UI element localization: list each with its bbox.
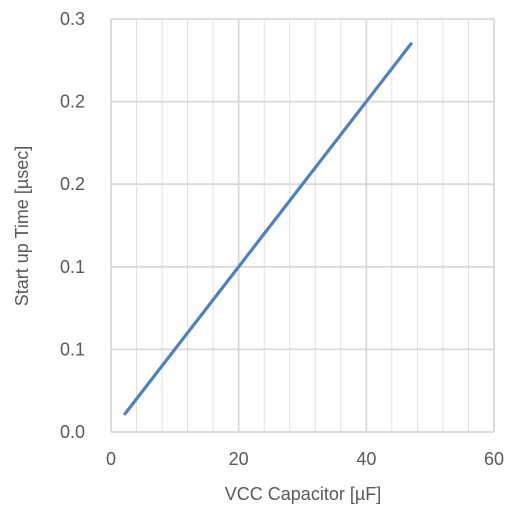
tick-labels: 0.0 0.1 0.1 0.2 0.2 0.3 0 20 40 60 (60, 9, 504, 469)
y-tick-label: 0.1 (60, 339, 85, 359)
x-axis-title: VCC Capacitor [µF] (225, 484, 381, 504)
y-tick-label: 0.2 (60, 92, 85, 112)
x-tick-label: 0 (106, 449, 116, 469)
y-tick-label: 0.0 (60, 422, 85, 442)
y-tick-label: 0.2 (60, 174, 85, 194)
grid (110, 18, 495, 433)
y-tick-label: 0.3 (60, 9, 85, 29)
x-tick-label: 20 (229, 449, 249, 469)
series-line (123, 42, 413, 416)
x-tick-label: 40 (356, 449, 376, 469)
y-tick-label: 0.1 (60, 257, 85, 277)
series-group (123, 42, 413, 416)
y-axis-title: Start up Time [µsec] (12, 146, 32, 306)
x-tick-label: 60 (484, 449, 504, 469)
